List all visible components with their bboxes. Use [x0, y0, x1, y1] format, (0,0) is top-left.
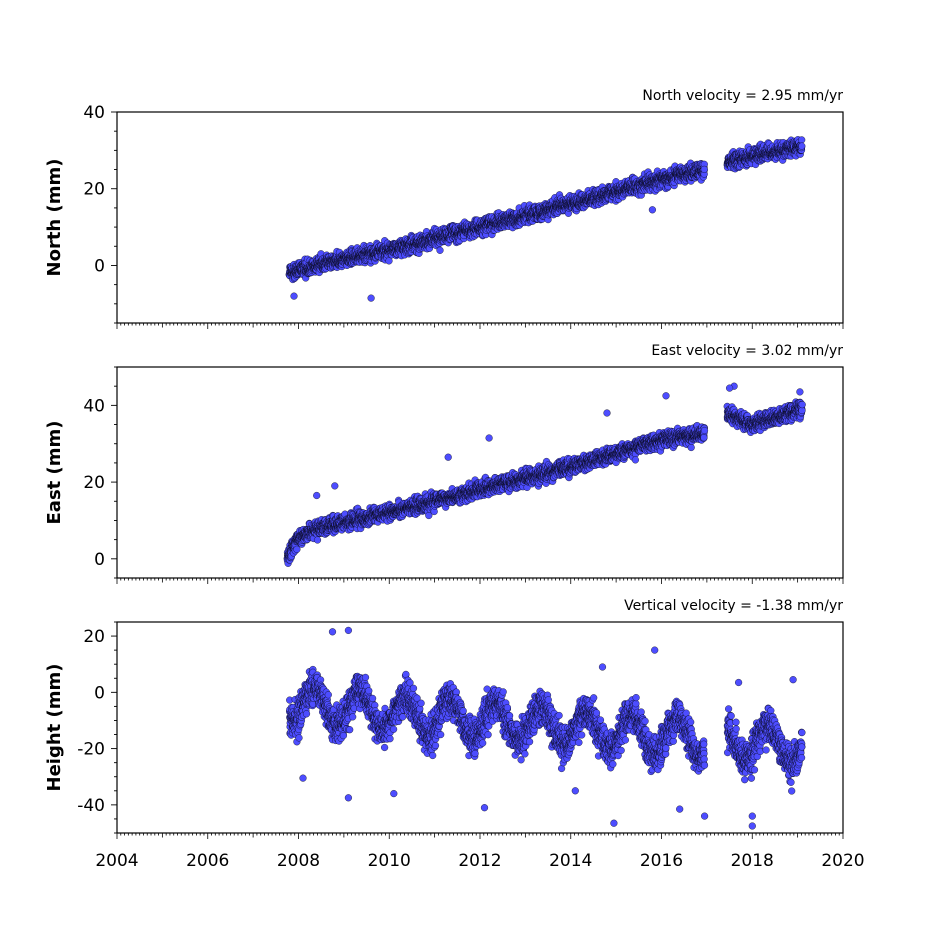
y-tick-label: 20 [83, 180, 105, 200]
data-point [798, 136, 806, 144]
panel-title: North velocity = 2.95 mm/yr [642, 88, 843, 104]
panel-north: 0 20 40 North (mm) North velocity = 2.95 mm/… [44, 88, 844, 329]
outlier-point [290, 292, 298, 300]
y-tick-label: 0 [94, 256, 105, 276]
y-tick-label: 40 [83, 103, 105, 123]
data-point [385, 257, 393, 265]
data-point [798, 142, 806, 150]
data-points-north [285, 136, 806, 302]
outlier-point [648, 206, 656, 214]
data-point [700, 165, 708, 173]
data-points-east [283, 382, 806, 567]
outlier-point [367, 294, 375, 302]
y-axis-label: North (mm) [44, 159, 65, 277]
data-point [436, 246, 444, 254]
data-point [313, 536, 322, 544]
data-point [293, 545, 301, 553]
